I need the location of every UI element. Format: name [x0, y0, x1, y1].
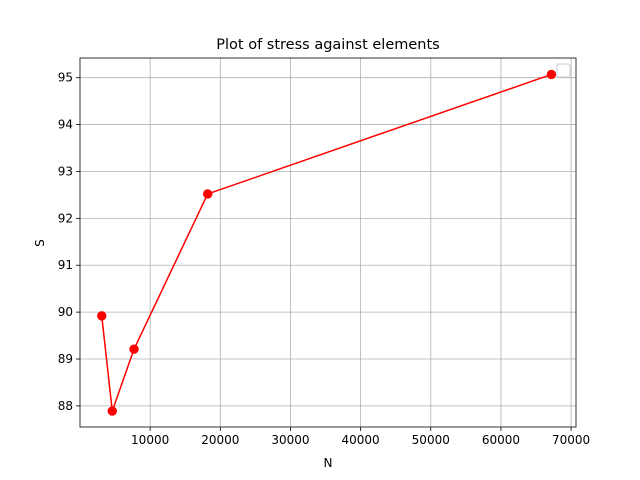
data-point	[546, 69, 557, 80]
y-tick-label: 92	[58, 211, 73, 225]
y-axis-ticks: 88 89 90 91 92 93 94 95	[58, 71, 80, 413]
x-tick-label: 70000	[552, 433, 590, 447]
series-group	[97, 69, 557, 416]
y-tick-label: 93	[58, 164, 73, 178]
x-tick-label: 30000	[271, 433, 309, 447]
axes	[79, 57, 577, 428]
data-point	[107, 406, 117, 416]
chart-title: Plot of stress against elements	[216, 37, 439, 53]
y-tick-label: 91	[58, 258, 73, 272]
x-tick-label: 50000	[412, 433, 450, 447]
grid-lines	[80, 58, 576, 427]
legend-box	[556, 63, 571, 78]
y-axis-label: S	[33, 239, 47, 247]
x-tick-label: 40000	[342, 433, 380, 447]
y-tick-label: 94	[58, 118, 73, 132]
y-tick-label: 95	[58, 71, 73, 85]
x-tick-label: 60000	[482, 433, 520, 447]
y-tick-label: 88	[58, 399, 73, 413]
data-point	[202, 189, 213, 199]
x-tick-label: 20000	[201, 433, 239, 447]
y-tick-label: 90	[58, 305, 73, 319]
x-axis-label: N	[324, 456, 333, 470]
x-axis-ticks: 10000 20000 30000 40000 50000 60000 70000	[131, 427, 590, 447]
x-tick-label: 10000	[131, 433, 169, 447]
axes-frame	[79, 57, 577, 428]
data-point	[97, 311, 107, 321]
data-point	[129, 344, 139, 354]
y-tick-label: 89	[58, 352, 73, 366]
